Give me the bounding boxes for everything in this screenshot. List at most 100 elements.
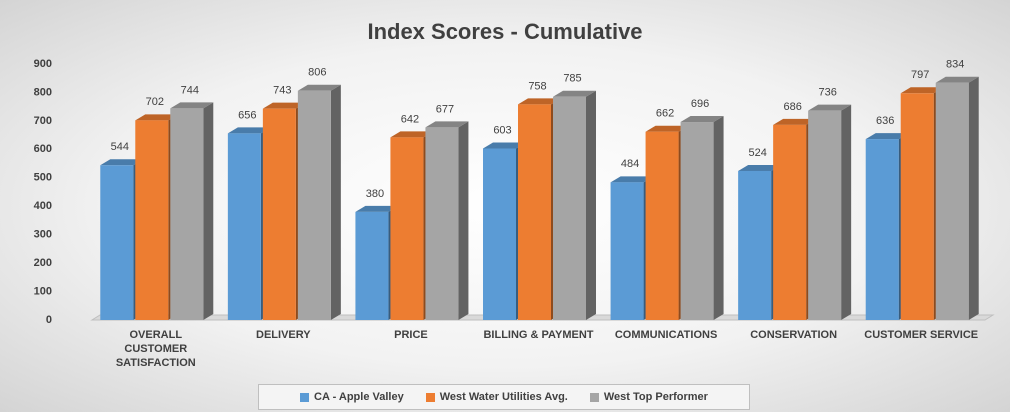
value-label: 797	[911, 69, 929, 81]
value-label: 524	[748, 147, 766, 159]
bar-top	[610, 176, 654, 183]
y-tick-label: 0	[46, 314, 52, 326]
value-label: 636	[876, 115, 894, 127]
value-label: 544	[111, 141, 129, 153]
x-tick-label: CONSERVATION	[750, 329, 838, 341]
bar	[518, 104, 551, 320]
bar-side	[586, 90, 596, 320]
x-tick-label: COMMUNICATIONS	[614, 329, 718, 341]
bar-top	[170, 102, 214, 109]
bar-top	[553, 90, 596, 97]
legend: CA - Apple Valley West Water Utilities Av…	[258, 384, 750, 410]
bar	[390, 137, 424, 320]
bar	[680, 122, 714, 320]
bar-side	[330, 84, 341, 320]
legend-label: West Top Performer	[603, 391, 708, 403]
bar-top	[227, 127, 271, 134]
x-tick-label: OVERALL CUSTOMER SATISFACTION	[115, 329, 196, 369]
value-label: 758	[528, 80, 546, 92]
bar	[865, 139, 899, 320]
bar-side	[458, 121, 469, 320]
bar	[100, 165, 134, 320]
legend-item: West Water Utilities Avg.	[425, 391, 568, 403]
legend-label: CA - Apple Valley	[314, 391, 404, 403]
value-label: 702	[146, 96, 164, 108]
legend-swatch	[300, 392, 310, 402]
x-tick-label: BILLING & PAYMENT	[483, 329, 594, 341]
bar-top	[483, 142, 526, 149]
value-label: 656	[238, 109, 256, 121]
bar-top	[100, 159, 144, 166]
value-label: 785	[563, 73, 581, 85]
bar-side	[713, 116, 724, 320]
bar	[808, 110, 842, 320]
value-label: 834	[946, 59, 964, 71]
bar	[425, 127, 459, 320]
bar	[610, 182, 644, 320]
bar-top	[425, 121, 469, 128]
legend-label: West Water Utilities Avg.	[439, 391, 568, 403]
bar	[355, 211, 389, 320]
bar-side	[203, 102, 214, 320]
bar-top	[680, 116, 724, 123]
bar	[900, 93, 934, 320]
bar-top	[808, 104, 852, 111]
bar	[645, 131, 679, 320]
legend-item: West Top Performer	[589, 391, 708, 403]
bar-top	[390, 131, 434, 138]
value-label: 744	[181, 84, 199, 96]
x-tick-label: PRICE	[394, 329, 428, 341]
legend-swatch	[589, 392, 599, 402]
value-label: 603	[493, 124, 511, 136]
value-label: 736	[818, 87, 836, 99]
bar-top	[900, 87, 944, 94]
bar-top	[935, 76, 979, 83]
bar	[738, 170, 772, 320]
bar	[297, 90, 331, 320]
value-label: 743	[273, 85, 291, 97]
value-label: 806	[308, 67, 326, 79]
bar-top	[355, 205, 399, 212]
bar	[135, 120, 169, 320]
bar	[935, 82, 969, 320]
value-label: 642	[401, 113, 419, 125]
bar	[170, 108, 204, 320]
y-tick-label: 100	[34, 285, 52, 297]
bar-top	[262, 102, 306, 109]
bar-top	[135, 114, 179, 121]
value-label: 686	[783, 101, 801, 113]
y-tick-label: 900	[34, 58, 52, 70]
legend-item: CA - Apple Valley	[300, 391, 404, 403]
value-label: 677	[436, 103, 454, 115]
bar-top	[773, 118, 817, 125]
bar-top	[738, 164, 782, 171]
value-label: 696	[691, 98, 709, 110]
y-tick-label: 500	[34, 172, 52, 184]
bar	[553, 96, 586, 320]
y-tick-label: 800	[34, 86, 52, 98]
bar	[262, 108, 296, 320]
bar	[227, 133, 261, 320]
y-tick-label: 700	[34, 115, 52, 127]
bar-top	[645, 125, 689, 132]
legend-swatch	[425, 392, 435, 402]
bar-side	[841, 104, 852, 320]
x-tick-label: DELIVERY	[256, 329, 311, 341]
y-tick-label: 400	[34, 200, 52, 212]
bar-top	[518, 98, 561, 105]
bar	[483, 148, 516, 320]
bar-top	[865, 133, 909, 140]
bar-top	[297, 84, 341, 91]
y-tick-label: 600	[34, 143, 52, 155]
chart-title: Index Scores - Cumulative	[367, 19, 642, 44]
value-label: 380	[366, 188, 384, 200]
x-tick-label: CUSTOMER SERVICE	[864, 329, 979, 341]
value-label: 662	[656, 108, 674, 120]
value-label: 484	[621, 158, 639, 170]
bar-side	[968, 76, 979, 320]
bar	[773, 124, 807, 320]
y-tick-label: 200	[34, 257, 52, 269]
y-tick-label: 300	[34, 229, 52, 241]
